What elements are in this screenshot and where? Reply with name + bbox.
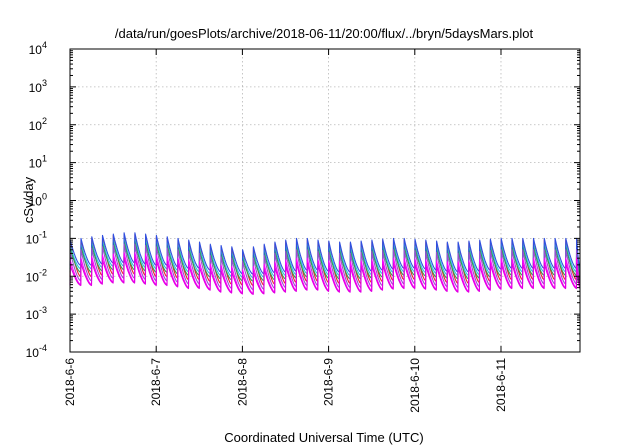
- y-tick-exponent: 3: [42, 78, 47, 88]
- y-tick-label: 102: [29, 116, 47, 133]
- y-tick-exponent: 1: [42, 154, 47, 164]
- y-tick-exponent: 4: [42, 40, 47, 50]
- y-tick-base: 10: [29, 81, 43, 95]
- y-tick-base: 10: [26, 270, 40, 284]
- y-tick-base: 10: [29, 195, 43, 209]
- x-tick-label: 2018-6-9: [322, 358, 336, 406]
- x-tick-label: 2018-6-11: [494, 358, 508, 412]
- y-tick-base: 10: [26, 308, 40, 322]
- y-tick-exponent: -3: [39, 305, 47, 315]
- y-tick-label: 10-3: [26, 305, 47, 322]
- x-axis-label: Coordinated Universal Time (UTC): [224, 430, 423, 445]
- series-line-7: [69, 257, 581, 295]
- y-tick-exponent: -1: [39, 229, 47, 239]
- y-axis-label: cSv/day: [21, 176, 36, 223]
- x-tick-label: 2018-6-8: [235, 358, 249, 406]
- y-tick-label: 104: [29, 40, 47, 57]
- x-tick-label: 2018-6-6: [63, 358, 77, 406]
- y-tick-exponent: 2: [42, 116, 47, 126]
- y-tick-exponent: 0: [42, 192, 47, 202]
- y-tick-label: 100: [29, 192, 47, 209]
- y-tick-exponent: -2: [39, 267, 47, 277]
- x-tick-label: 2018-6-7: [149, 358, 163, 406]
- y-tick-label: 10-1: [26, 229, 47, 246]
- y-tick-label: 101: [29, 154, 47, 171]
- y-tick-base: 10: [29, 119, 43, 133]
- y-tick-label: 10-2: [26, 267, 47, 284]
- y-tick-label: 10-4: [26, 343, 47, 360]
- y-tick-exponent: -4: [39, 343, 47, 353]
- y-tick-base: 10: [29, 157, 43, 171]
- y-tick-label: 103: [29, 78, 47, 95]
- grid-lines: [69, 48, 580, 353]
- y-tick-base: 10: [26, 346, 40, 360]
- chart-title: /data/run/goesPlots/archive/2018-06-11/2…: [115, 26, 534, 41]
- y-tick-base: 10: [26, 232, 40, 246]
- x-tick-label: 2018-6-10: [408, 358, 422, 413]
- y-tick-base: 10: [29, 43, 43, 57]
- series-group: [69, 232, 581, 295]
